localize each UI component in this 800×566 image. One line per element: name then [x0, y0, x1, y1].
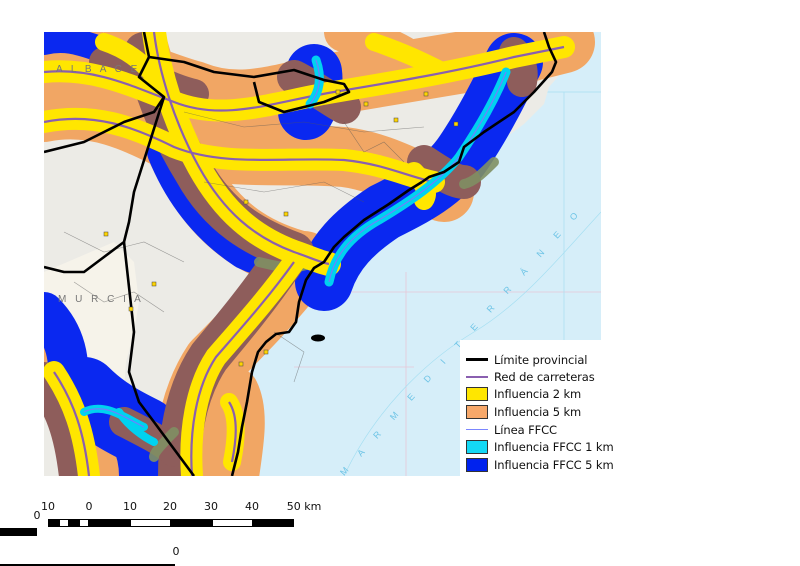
legend-item-influencia-2km: Influencia 2 km — [466, 386, 581, 402]
legend-label: Influencia 2 km — [494, 387, 582, 401]
scale-segment — [69, 519, 79, 527]
scale-label: 20 — [163, 500, 177, 513]
stray-scale-line — [0, 564, 175, 566]
stray-scale-bar — [0, 528, 37, 536]
legend-item-influencia-5km: Influencia 5 km — [466, 404, 581, 420]
provincial-boundary-symbol-icon — [466, 353, 488, 367]
scale-segment — [48, 519, 59, 527]
scale-segment — [79, 519, 89, 527]
scale-segment — [212, 519, 253, 527]
region-label-albacete: A L B A C E — [56, 64, 140, 75]
scale-label: 10 — [41, 500, 55, 513]
orange-swatch-icon — [466, 405, 488, 419]
provincial-boundary — [44, 32, 558, 476]
map-legend: Límite provincial Red de carreteras Infl… — [460, 340, 614, 476]
legend-item-linea-ffcc: Línea FFCC — [466, 422, 557, 438]
region-label-murcia: M U R C I A — [58, 294, 144, 305]
scale-bar: 10 0 10 20 30 40 50 km 0 0 — [0, 490, 360, 566]
map-canvas: A L B A C E M U R C I A M A R M E D I T … — [44, 32, 601, 476]
scale-segment — [130, 519, 171, 527]
legend-label: Red de carreteras — [494, 370, 595, 384]
scale-segment — [171, 519, 212, 527]
legend-label: Línea FFCC — [494, 423, 557, 437]
scale-segment — [89, 519, 130, 527]
legend-item-limite-provincial: Límite provincial — [466, 352, 588, 368]
scale-label: 0 — [85, 500, 93, 513]
map-frame: A L B A C E M U R C I A M A R M E D I T … — [44, 32, 601, 476]
stray-scale-label: 0 — [33, 509, 41, 522]
road-symbol-icon — [466, 370, 488, 384]
yellow-swatch-icon — [466, 387, 488, 401]
rail-line-symbol-icon — [466, 423, 488, 437]
island — [311, 334, 325, 342]
blue-swatch-icon — [466, 458, 488, 472]
legend-item-ffcc-1km: Influencia FFCC 1 km — [466, 439, 614, 455]
rail-line — [83, 59, 507, 428]
legend-label: Influencia FFCC 1 km — [494, 440, 614, 454]
scale-label: 10 — [123, 500, 137, 513]
stray-scale-label: 0 — [172, 545, 180, 558]
scale-label: 30 — [204, 500, 218, 513]
scale-segment — [253, 519, 294, 527]
legend-label: Influencia FFCC 5 km — [494, 458, 614, 472]
legend-label: Influencia 5 km — [494, 405, 582, 419]
legend-item-ffcc-5km: Influencia FFCC 5 km — [466, 457, 614, 473]
cyan-swatch-icon — [466, 440, 488, 454]
scale-label: 40 — [245, 500, 259, 513]
scale-segment — [59, 519, 69, 527]
scale-label: 50 km — [286, 500, 322, 513]
legend-item-red-carreteras: Red de carreteras — [466, 369, 595, 385]
legend-label: Límite provincial — [494, 353, 588, 367]
